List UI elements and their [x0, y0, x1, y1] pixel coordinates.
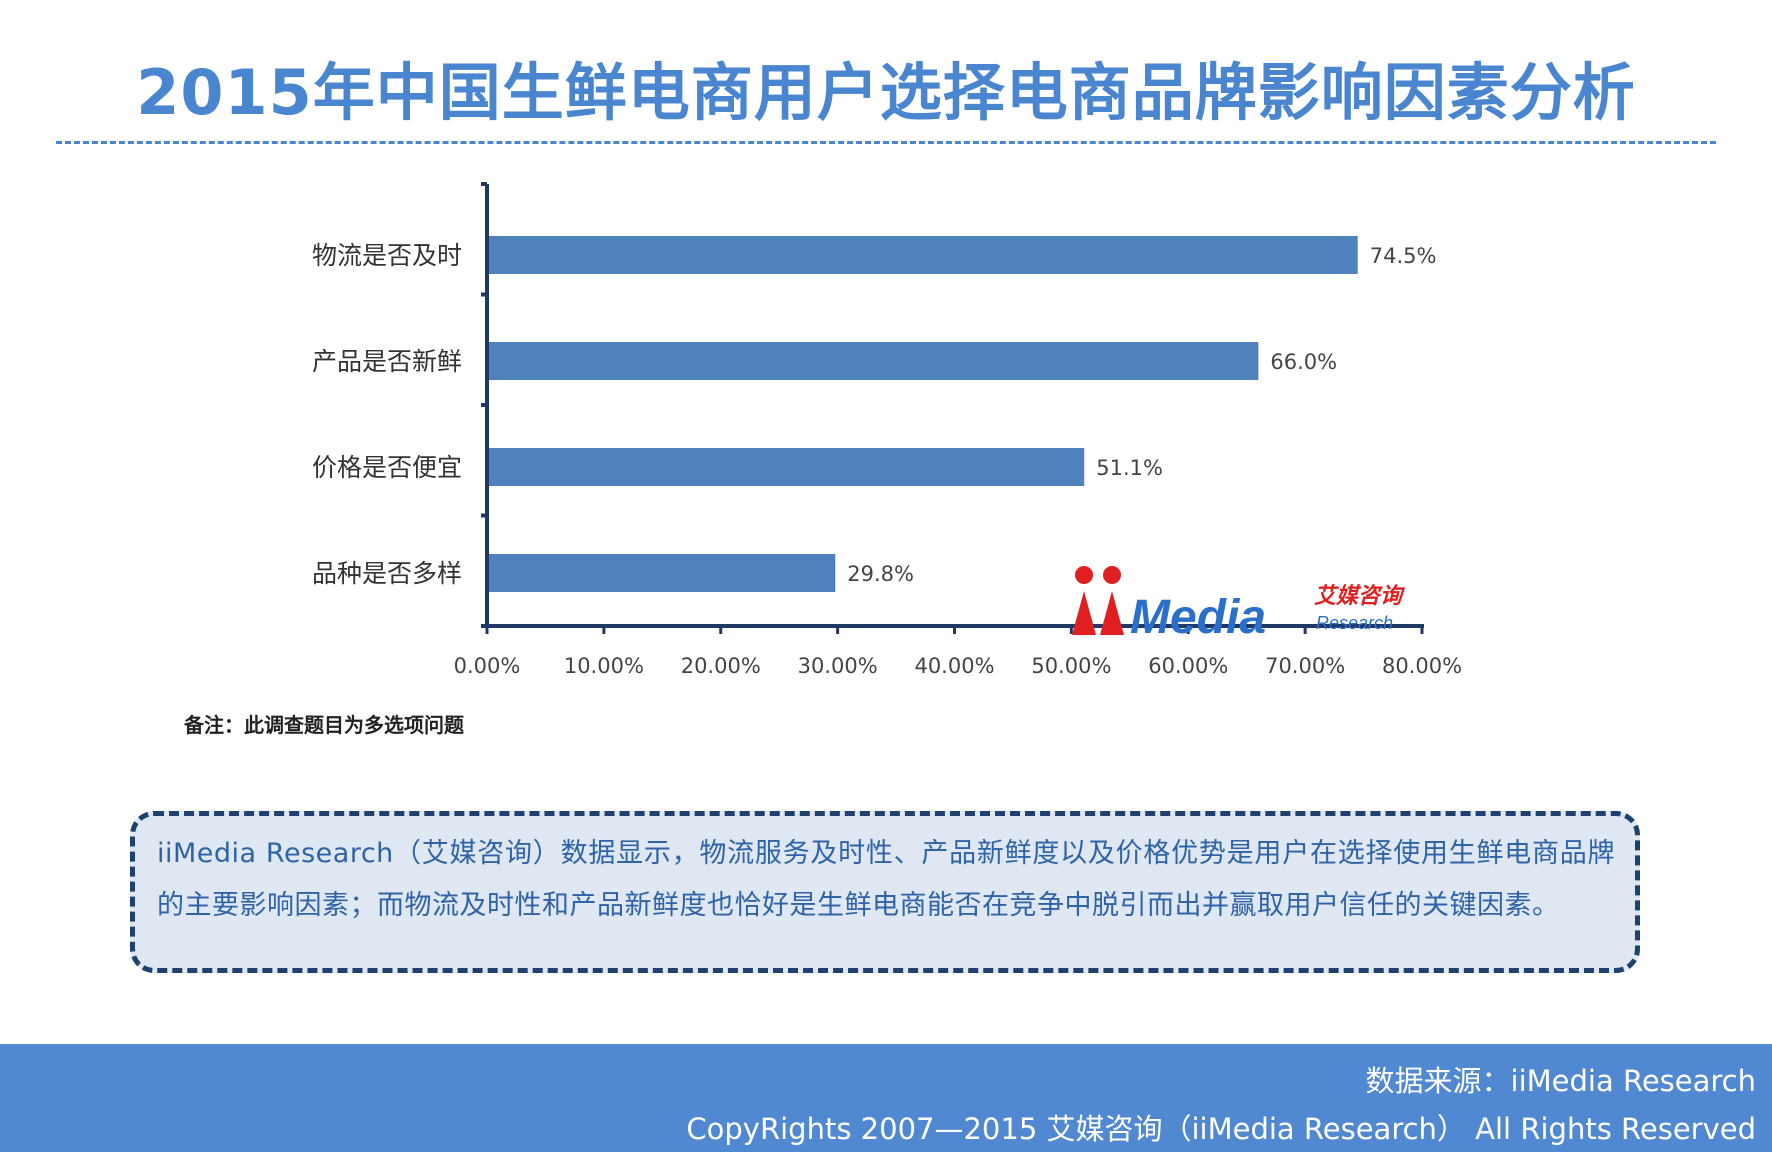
summary-box: iiMedia Research（艾媒咨询）数据显示，物流服务及时性、产品新鲜度…: [130, 811, 1640, 973]
footer: 数据来源：iiMedia Research CopyRights 2007—20…: [0, 1044, 1772, 1152]
x-tick-label-7: 70.00%: [1265, 654, 1345, 678]
bar-1: [487, 342, 1259, 380]
footer-copyright: CopyRights 2007—2015 艾媒咨询（iiMedia Resear…: [686, 1112, 1756, 1146]
x-tick-label-5: 50.00%: [1031, 654, 1111, 678]
x-tick-label-2: 20.00%: [681, 654, 761, 678]
bar-2: [487, 448, 1085, 486]
x-tick-label-1: 10.00%: [564, 654, 644, 678]
x-tick-label-4: 40.00%: [914, 654, 994, 678]
data-label-3: 29.8%: [847, 562, 914, 586]
x-tick-label-8: 80.00%: [1382, 654, 1462, 678]
title-divider: [56, 141, 1716, 144]
x-tick-label-6: 60.00%: [1148, 654, 1228, 678]
footer-source: 数据来源：iiMedia Research: [1365, 1064, 1756, 1098]
bar-chart: 物流是否及时 74.5% 产品是否新鲜 66.0% 价格是否便宜 51.1% 品种是否多样 2…: [312, 182, 1462, 678]
logo-wordmark: Media: [1130, 591, 1266, 637]
data-label-1: 66.0%: [1270, 350, 1337, 374]
data-label-0: 74.5%: [1370, 244, 1437, 268]
page-title: 2015年中国生鲜电商用户选择电商品牌影响因素分析: [136, 56, 1636, 129]
bar-0: [487, 236, 1358, 274]
logo-en-text: Research: [1316, 613, 1393, 633]
logo-cn-text: 艾媒咨询: [1314, 584, 1406, 609]
category-label-1: 产品是否新鲜: [312, 347, 462, 376]
x-tick-label-3: 30.00%: [798, 654, 878, 678]
x-tick-label-0: 0.00%: [454, 654, 521, 678]
iimedia-logo: Media 艾媒咨询 Research: [1072, 566, 1406, 637]
category-label-0: 物流是否及时: [312, 241, 462, 270]
summary-text: iiMedia Research（艾媒咨询）数据显示，物流服务及时性、产品新鲜度…: [157, 838, 1615, 921]
chart-note: 备注：此调查题目为多选项问题: [184, 713, 464, 737]
bar-3: [487, 554, 836, 592]
category-label-2: 价格是否便宜: [312, 453, 462, 482]
category-label-3: 品种是否多样: [312, 559, 462, 588]
data-label-2: 51.1%: [1096, 456, 1163, 480]
